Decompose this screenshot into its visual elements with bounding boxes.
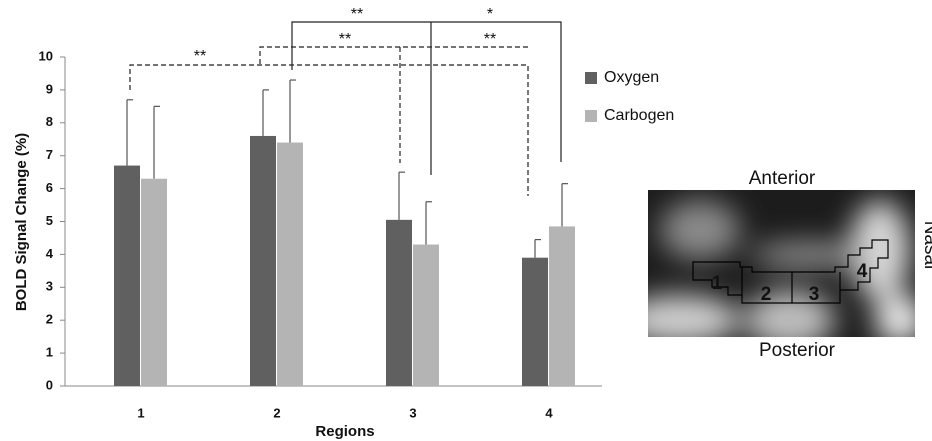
region-label: 1 bbox=[712, 273, 723, 294]
significance-label: ** bbox=[351, 6, 363, 23]
bar bbox=[250, 136, 276, 386]
y-tick-label: 6 bbox=[46, 180, 53, 195]
region-label: 3 bbox=[809, 284, 820, 305]
x-axis-label: Regions bbox=[315, 423, 374, 440]
y-tick-label: 2 bbox=[46, 312, 53, 327]
y-axis-label: BOLD Signal Change (%) bbox=[13, 133, 30, 311]
y-tick-label: 9 bbox=[46, 81, 53, 96]
figure: BOLD Signal Change (%) Regions Anterior … bbox=[0, 0, 932, 441]
legend-swatch bbox=[585, 72, 597, 84]
y-tick-label: 4 bbox=[46, 246, 54, 261]
region-label: 2 bbox=[761, 284, 772, 305]
y-tick-label: 10 bbox=[39, 48, 53, 63]
significance-label: ** bbox=[194, 48, 206, 65]
significance-bracket bbox=[292, 22, 561, 175]
y-tick-label: 3 bbox=[46, 279, 53, 294]
y-tick-label: 7 bbox=[46, 147, 53, 162]
legend-label: Carbogen bbox=[604, 107, 674, 124]
bar bbox=[277, 143, 303, 386]
legend-label: Oxygen bbox=[604, 69, 659, 86]
image-bottom-label: Posterior bbox=[759, 340, 836, 361]
bar bbox=[549, 226, 575, 386]
y-tick-label: 5 bbox=[46, 213, 53, 228]
bar bbox=[413, 245, 439, 386]
significance-label: ** bbox=[484, 31, 496, 48]
x-tick-label: 3 bbox=[409, 405, 416, 420]
image-top-label: Anterior bbox=[749, 168, 816, 189]
x-tick-label: 4 bbox=[545, 405, 553, 420]
bar bbox=[522, 258, 548, 386]
y-tick-label: 1 bbox=[46, 345, 53, 360]
bar bbox=[386, 220, 412, 386]
y-tick-label: 0 bbox=[46, 377, 53, 392]
significance-bracket bbox=[130, 65, 528, 196]
legend-swatch bbox=[585, 110, 597, 122]
bar bbox=[141, 179, 167, 386]
significance-label: ** bbox=[339, 31, 351, 48]
anatomy-image bbox=[620, 190, 925, 350]
y-tick-label: 8 bbox=[46, 114, 53, 129]
x-tick-label: 1 bbox=[137, 405, 144, 420]
image-side-label: Nasal bbox=[920, 221, 932, 270]
region-label: 4 bbox=[857, 261, 868, 282]
x-tick-label: 2 bbox=[273, 405, 280, 420]
significance-label: * bbox=[487, 6, 493, 23]
bar bbox=[114, 166, 140, 386]
